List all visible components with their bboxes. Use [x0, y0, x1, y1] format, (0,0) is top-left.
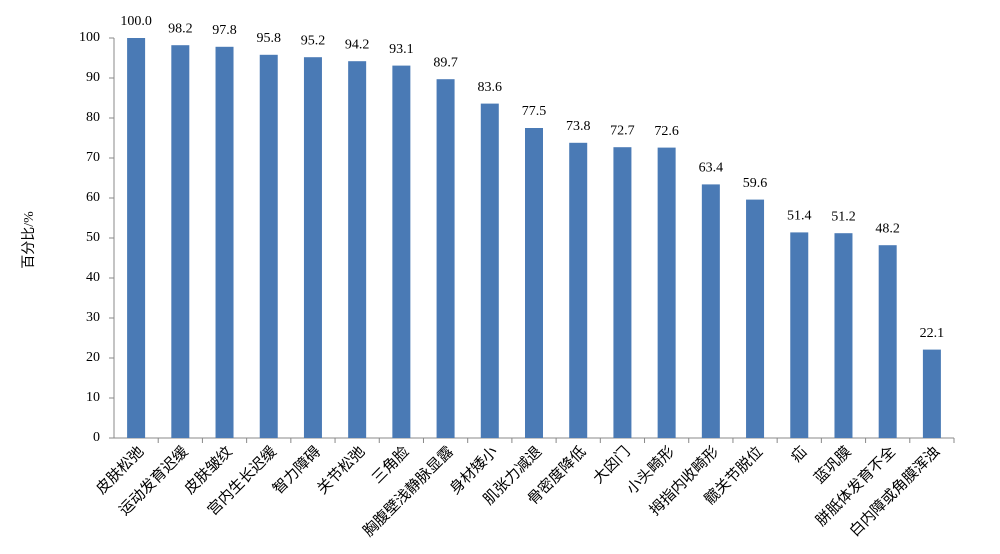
x-tick-label: 疝 [788, 443, 811, 466]
bar [613, 147, 632, 438]
x-tick-label: 大囟门 [590, 443, 634, 487]
bar [436, 79, 455, 438]
value-label: 51.2 [831, 209, 856, 224]
bar [348, 61, 367, 438]
value-label: 59.6 [743, 176, 768, 191]
value-label: 22.1 [920, 326, 945, 341]
x-tick-label: 胼胝体发育不全 [812, 443, 899, 530]
y-tick-label: 60 [86, 190, 100, 205]
bar [790, 232, 809, 438]
y-tick-label: 80 [86, 110, 100, 125]
value-label: 77.5 [522, 104, 547, 119]
value-label: 95.8 [256, 31, 281, 46]
bar [525, 128, 543, 438]
x-tick-label: 蓝巩膜 [811, 443, 855, 487]
y-tick-label: 0 [93, 430, 100, 445]
bar [127, 38, 146, 438]
bar [303, 57, 322, 438]
bar [922, 349, 941, 438]
value-label: 72.6 [654, 124, 679, 139]
bar [834, 233, 853, 438]
y-axis-label: 百分比/% [21, 211, 37, 269]
x-tick-label: 关节松弛 [314, 443, 368, 497]
bar [701, 184, 720, 438]
y-tick-label: 70 [86, 150, 100, 165]
bar [657, 147, 676, 438]
value-label: 72.7 [610, 123, 635, 138]
value-label: 89.7 [433, 55, 458, 70]
value-label: 97.8 [212, 23, 237, 38]
bar [171, 45, 190, 438]
y-tick-label: 40 [86, 270, 100, 285]
bar [259, 54, 278, 439]
value-label: 51.4 [787, 209, 812, 224]
y-tick-label: 10 [86, 390, 100, 405]
bar [392, 65, 411, 438]
value-label: 93.1 [389, 42, 414, 57]
y-tick-label: 100 [79, 30, 100, 45]
y-tick-label: 30 [86, 310, 100, 325]
bar [569, 142, 588, 439]
value-label: 83.6 [478, 80, 503, 95]
value-label: 73.8 [566, 119, 591, 134]
y-tick-label: 50 [86, 230, 100, 245]
value-label: 94.2 [345, 37, 370, 52]
value-label: 63.4 [699, 161, 724, 176]
x-tick-label: 三角脸 [369, 443, 413, 487]
bar [215, 46, 234, 439]
y-tick-label: 90 [86, 70, 100, 85]
value-label: 100.0 [120, 14, 152, 29]
value-label: 98.2 [168, 21, 193, 36]
y-tick-label: 20 [86, 350, 100, 365]
value-label: 48.2 [875, 221, 900, 236]
bar [746, 199, 765, 438]
x-tick-label: 智力障碍 [269, 443, 324, 498]
value-label: 95.2 [301, 33, 326, 48]
bar [480, 103, 499, 438]
bar [878, 245, 897, 438]
